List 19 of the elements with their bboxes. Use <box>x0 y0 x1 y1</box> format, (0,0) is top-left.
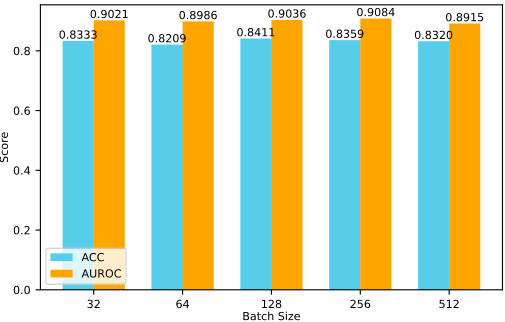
y-tick-label: 0.8 <box>14 46 30 56</box>
y-axis-title: Score <box>0 132 8 162</box>
x-tick-label: 32 <box>87 300 100 308</box>
legend-label: AUROC <box>82 269 121 278</box>
data-label: 0.9084 <box>357 8 395 16</box>
data-label: 0.9036 <box>268 9 306 18</box>
legend-label: ACC <box>82 252 104 262</box>
y-tick-label: 0.0 <box>14 286 30 294</box>
data-label: 0.8915 <box>446 12 484 22</box>
x-tick-label: 64 <box>176 300 190 308</box>
x-tick-label: 128 <box>262 300 282 308</box>
y-tick-label: 0.2 <box>14 226 30 234</box>
x-axis-title: Batch Size <box>243 312 300 320</box>
x-tick-label: 256 <box>350 300 370 308</box>
x-tick-label: 512 <box>439 300 459 308</box>
y-tick-label: 0.4 <box>14 166 30 175</box>
data-label: 0.9021 <box>90 10 128 18</box>
data-label: 0.8986 <box>179 10 217 20</box>
y-tick-label: 0.6 <box>14 106 30 115</box>
